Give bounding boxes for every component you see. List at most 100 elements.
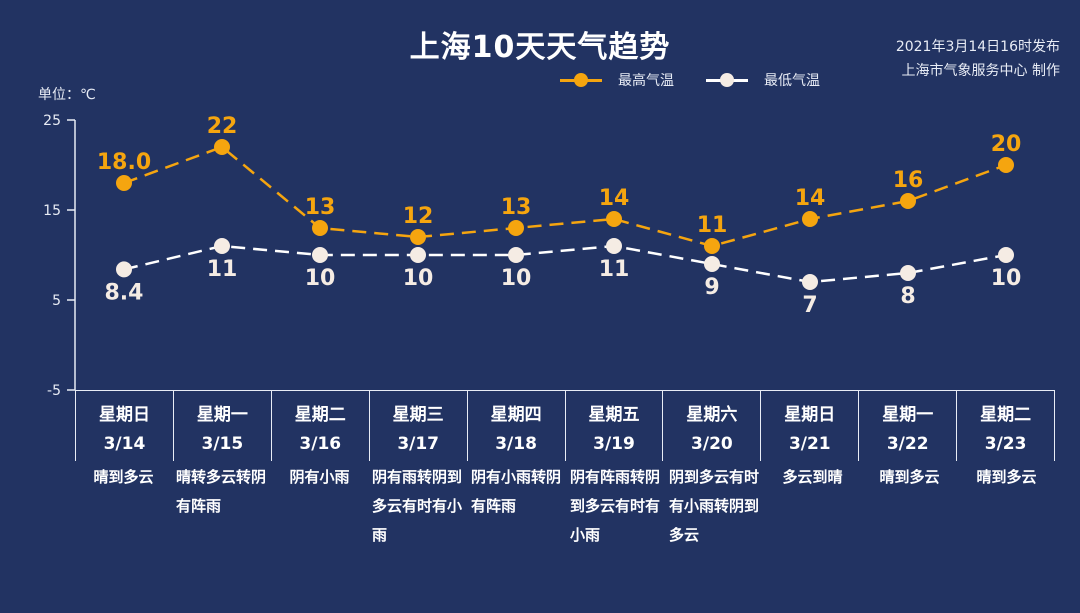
weekday-label: 星期三 [392, 405, 444, 425]
high-temp-point[interactable] [116, 175, 132, 191]
low-temp-point[interactable] [900, 265, 916, 281]
date-label: 3/20 [691, 434, 733, 454]
day-header-cell: 星期二 3/23 [956, 391, 1056, 461]
weekday-label: 星期六 [686, 405, 738, 425]
legend-high-label: 最高气温 [618, 73, 674, 89]
legend-high-marker-icon [560, 73, 602, 87]
low-temp-point[interactable] [606, 238, 622, 254]
low-temp-point[interactable] [508, 247, 524, 263]
low-temp-point[interactable] [410, 247, 426, 263]
low-temp-point[interactable] [802, 274, 818, 290]
weather-description: 阴有雨转阴到 多云有时有小雨 [372, 468, 463, 544]
low-temp-point[interactable] [312, 247, 328, 263]
legend-low-marker-icon [706, 73, 748, 87]
high-temp-label: 18.0 [97, 150, 151, 175]
day-header-cell: 星期三 3/17 [368, 391, 467, 461]
low-temp-label: 8 [900, 284, 915, 309]
day-header-grid: 星期日 3/14 星期一 3/15 星期二 3/16 星期三 3/17 星期四 3/18 星期五 3/… [75, 390, 1056, 461]
legend: 最高气温 最低气温 [560, 70, 852, 90]
weather-descriptions: 晴到多云 晴转多云转阴 有阵雨 阴有小雨 阴有雨转阴到 多云有时有小雨阴有小雨转阴 有阵雨阴… [75, 463, 1055, 550]
high-temp-point[interactable] [508, 220, 524, 236]
weather-description: 阴有小雨转阴 有阵雨 [471, 468, 562, 515]
high-temp-label: 13 [501, 195, 532, 220]
weather-description: 晴到多云 [976, 468, 1037, 486]
low-temp-point[interactable] [998, 247, 1014, 263]
weather-description: 晴到多云 [93, 468, 154, 486]
high-temp-point[interactable] [704, 238, 720, 254]
low-temp-label: 10 [403, 266, 434, 291]
high-temp-point[interactable] [214, 139, 230, 155]
y-tick-label: 15 [43, 203, 61, 219]
high-temp-point[interactable] [312, 220, 328, 236]
low-temp-label: 11 [207, 257, 238, 282]
high-temp-label: 16 [893, 168, 924, 193]
unit-label: 单位：℃ [38, 87, 96, 103]
day-header-cell: 星期五 3/19 [564, 391, 663, 461]
high-temp-line [123, 145, 1007, 248]
date-label: 3/15 [201, 434, 244, 454]
y-tick-label: 5 [52, 293, 61, 309]
date-label: 3/22 [886, 434, 929, 454]
weather-description: 晴到多云 [879, 468, 940, 486]
day-header-cell: 星期一 3/22 [858, 391, 956, 461]
legend-low-label: 最低气温 [764, 73, 820, 89]
low-temp-line [123, 244, 1007, 284]
day-header-cell: 星期六 3/20 [662, 391, 760, 461]
high-temp-label: 14 [599, 186, 630, 211]
date-label: 3/19 [593, 434, 635, 454]
low-temp-label: 9 [704, 275, 719, 300]
high-temp-label: 22 [207, 114, 238, 139]
weekday-label: 星期五 [588, 405, 640, 425]
low-temp-label: 10 [991, 266, 1022, 291]
date-label: 3/23 [984, 434, 1027, 454]
high-temp-point[interactable] [606, 211, 622, 227]
weekday-label: 星期二 [294, 405, 346, 425]
date-label: 3/14 [103, 434, 146, 454]
low-temp-point[interactable] [116, 261, 132, 278]
publish-time: 2021年3月14日16时发布 [895, 39, 1060, 55]
weekday-label: 星期二 [980, 405, 1032, 425]
day-header-cell: 星期日 3/21 [760, 391, 858, 461]
day-header-cell: 星期一 3/15 [172, 391, 271, 461]
y-axis: 25 15 5 -5 [43, 113, 76, 399]
day-header-cell: 星期二 3/16 [270, 391, 369, 461]
low-temp-point[interactable] [214, 238, 230, 254]
y-tick-label: 25 [43, 113, 61, 129]
weekday-label: 星期一 [196, 405, 248, 425]
high-temp-label: 14 [795, 186, 826, 211]
low-temp-label: 8.4 [105, 280, 144, 305]
weekday-label: 星期日 [784, 405, 836, 425]
date-label: 3/21 [788, 434, 831, 454]
legend-item-high[interactable]: 最高气温 [560, 70, 674, 90]
high-temp-point[interactable] [900, 193, 916, 209]
weekday-label: 星期一 [882, 405, 934, 425]
high-temp-label: 13 [305, 195, 336, 220]
high-temp-label: 20 [991, 132, 1022, 157]
data-points: 18.0 22 13 12 13 14 11 14 16 20 8.4 11 10 10 10 11 9 7 8 10 [97, 114, 1021, 318]
weather-description: 阴有小雨 [289, 468, 350, 486]
high-temp-point[interactable] [802, 211, 818, 227]
low-temp-label: 10 [501, 266, 532, 291]
weekday-label: 星期四 [490, 405, 542, 425]
low-temp-label: 10 [305, 266, 336, 291]
producer: 上海市气象服务中心 制作 [901, 63, 1060, 79]
date-label: 3/17 [397, 434, 440, 454]
publish-info: 2021年3月14日16时发布 上海市气象服务中心 制作 [896, 35, 1060, 83]
weather-description: 阴到多云有时 有小雨转阴到 多云 [669, 468, 760, 544]
legend-item-low[interactable]: 最低气温 [706, 70, 820, 90]
series-lines [123, 145, 1007, 284]
high-temp-point[interactable] [998, 157, 1014, 173]
date-label: 3/18 [495, 434, 537, 454]
day-header-cell: 星期日 3/14 [75, 391, 173, 461]
high-temp-label: 11 [697, 213, 728, 238]
y-tick-label: -5 [47, 383, 61, 399]
low-temp-point[interactable] [704, 256, 720, 272]
high-temp-point[interactable] [410, 229, 426, 245]
weather-description: 阴有阵雨转阴 到多云有时有 小雨 [570, 468, 661, 544]
low-temp-label: 11 [599, 257, 630, 282]
low-temp-label: 7 [802, 293, 817, 318]
weekday-label: 星期日 [98, 405, 150, 425]
chart-title: 上海10天天气趋势 [409, 30, 671, 65]
high-temp-label: 12 [403, 204, 434, 229]
